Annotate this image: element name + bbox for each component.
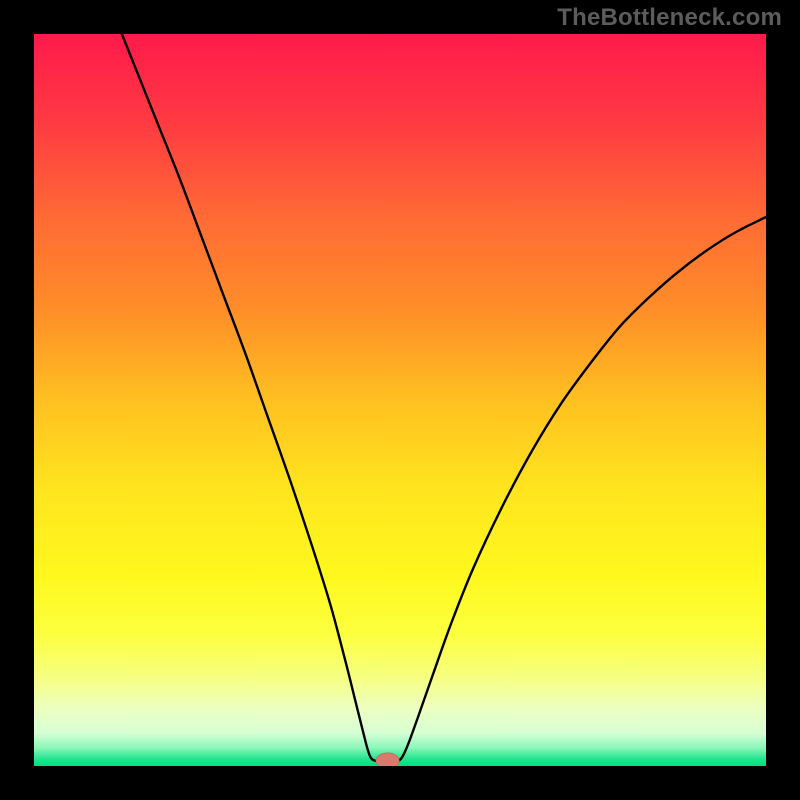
plot-area [34,34,766,766]
min-point [376,753,399,766]
plot-background [34,34,766,766]
chart-frame: TheBottleneck.com [0,0,800,800]
watermark-text: TheBottleneck.com [557,4,782,32]
plot-svg [34,34,766,766]
